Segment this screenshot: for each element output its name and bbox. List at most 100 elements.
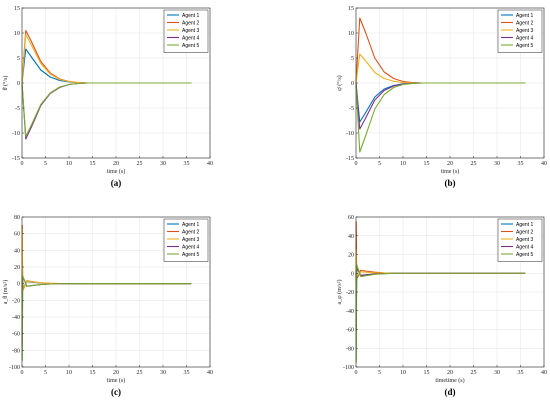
- series-line-agent-5: [21, 275, 192, 361]
- series-line-agent-5: [355, 264, 526, 363]
- y-tick-label: 40: [348, 234, 354, 240]
- y-tick-label: 5: [17, 56, 20, 62]
- y-axis-label: θ̇ (°/s): [2, 76, 9, 91]
- x-tick-label: 35: [518, 370, 524, 376]
- y-tick-label: -40: [12, 315, 20, 321]
- x-tick-label: 0: [21, 370, 24, 376]
- x-tick-label: 5: [378, 161, 381, 167]
- x-axis-label: timetime (s): [435, 377, 464, 384]
- legend-entry: Agent 5: [516, 43, 533, 49]
- y-tick-label: 15: [348, 6, 354, 12]
- legend-entry: Agent 4: [516, 35, 533, 41]
- y-tick-label: 40: [14, 248, 20, 254]
- chart-panel-1: 0 5 10 15 20 25 30 35 40 -15 -10 -5 0 5 10 15 time (s) θ̇…: [2, 6, 213, 188]
- y-tick-label: 20: [348, 253, 354, 259]
- legend-entry: Agent 2: [516, 20, 533, 26]
- x-tick-label: 0: [21, 161, 24, 167]
- legend-entry: Agent 4: [182, 244, 199, 250]
- x-tick-label: 40: [207, 161, 213, 167]
- panel-caption: (a): [111, 178, 122, 188]
- x-tick-label: 40: [541, 161, 547, 167]
- legend-entry: Agent 3: [182, 28, 199, 34]
- y-tick-label: 60: [348, 215, 354, 221]
- x-axis-label: time (s): [107, 377, 126, 384]
- y-tick-label: -40: [346, 309, 354, 315]
- legend-entry: Agent 3: [516, 28, 533, 34]
- x-tick-label: 15: [424, 370, 430, 376]
- x-tick-label: 30: [494, 161, 500, 167]
- legend-entry: Agent 3: [182, 237, 199, 243]
- x-tick-label: 10: [66, 161, 72, 167]
- y-tick-label: -100: [343, 365, 354, 371]
- x-tick-label: 5: [378, 370, 381, 376]
- y-tick-label: -80: [12, 348, 20, 354]
- legend-entry: Agent 3: [516, 237, 533, 243]
- legend-entry: Agent 1: [182, 13, 199, 19]
- y-tick-label: -100: [9, 365, 20, 371]
- y-tick-label: -60: [346, 328, 354, 334]
- legend-entry: Agent 1: [516, 13, 533, 19]
- y-axis-label: a_φ (m/s²): [336, 279, 343, 304]
- x-tick-label: 5: [44, 370, 47, 376]
- y-tick-label: -5: [349, 106, 354, 112]
- y-tick-label: 20: [14, 265, 20, 271]
- series-line-agent-5: [355, 82, 526, 153]
- y-tick-label: 5: [351, 56, 354, 62]
- x-tick-label: 35: [518, 161, 524, 167]
- y-tick-label: 0: [351, 271, 354, 277]
- y-tick-label: 0: [17, 81, 20, 87]
- y-tick-label: 10: [14, 31, 20, 37]
- x-tick-label: 35: [184, 161, 190, 167]
- x-tick-label: 20: [447, 370, 453, 376]
- legend-entry: Agent 5: [182, 43, 199, 49]
- x-tick-label: 10: [400, 370, 406, 376]
- x-tick-label: 30: [160, 370, 166, 376]
- y-tick-label: 60: [14, 232, 20, 238]
- x-tick-label: 15: [424, 161, 430, 167]
- x-axis-label: time (s): [107, 168, 126, 175]
- x-tick-label: 25: [471, 370, 477, 376]
- y-tick-label: -5: [15, 106, 20, 112]
- y-axis-label: φ̇ (°/s): [336, 75, 343, 90]
- panel-caption: (c): [111, 387, 121, 397]
- x-tick-label: 10: [66, 370, 72, 376]
- x-tick-label: 10: [400, 161, 406, 167]
- y-axis-label: a_θ (m/s²): [2, 280, 9, 305]
- y-tick-label: -10: [346, 131, 354, 137]
- x-tick-label: 20: [447, 161, 453, 167]
- panel-caption: (d): [445, 387, 456, 397]
- y-tick-label: -15: [12, 156, 20, 162]
- x-tick-label: 25: [137, 161, 143, 167]
- x-tick-label: 0: [355, 161, 358, 167]
- y-tick-label: 0: [351, 81, 354, 87]
- x-tick-label: 0: [355, 370, 358, 376]
- x-tick-label: 5: [44, 161, 47, 167]
- legend-entry: Agent 5: [182, 252, 199, 258]
- chart-panel-3: 0 5 10 15 20 25 30 35 40 -100 -80 -60 -40 -20 0 20 40 60 8…: [2, 215, 213, 397]
- legend-entry: Agent 5: [516, 252, 533, 258]
- x-tick-label: 35: [184, 370, 190, 376]
- chart-panel-2: 0 5 10 15 20 25 30 35 40 -15 -10 -5 0 5 10 15 time (s) φ̇…: [336, 6, 547, 188]
- legend-entry: Agent 2: [182, 20, 199, 26]
- x-tick-label: 40: [541, 370, 547, 376]
- legend-entry: Agent 2: [516, 229, 533, 235]
- y-tick-label: -20: [12, 298, 20, 304]
- x-tick-label: 15: [90, 161, 96, 167]
- series-line-agent-5: [21, 82, 192, 138]
- x-tick-label: 15: [90, 370, 96, 376]
- chart-panel-4: 0 5 10 15 20 25 30 35 40 -100 -80 -60 -40 -20 0 20 40 60 t…: [336, 215, 547, 397]
- y-tick-label: -80: [346, 346, 354, 352]
- y-tick-label: -15: [346, 156, 354, 162]
- panel-caption: (b): [445, 178, 456, 188]
- x-tick-label: 25: [471, 161, 477, 167]
- y-tick-label: 10: [348, 31, 354, 37]
- x-tick-label: 25: [137, 370, 143, 376]
- y-tick-label: -60: [12, 332, 20, 338]
- y-tick-label: 0: [17, 282, 20, 288]
- legend-entry: Agent 1: [516, 222, 533, 228]
